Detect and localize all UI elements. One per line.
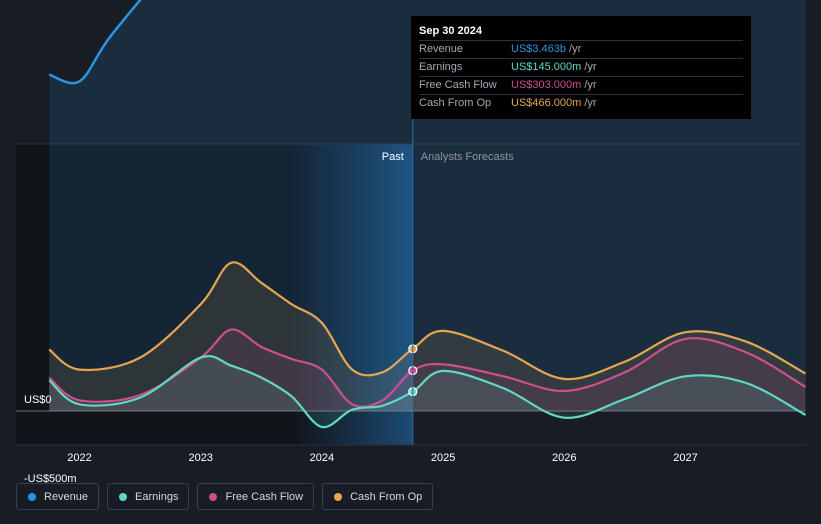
cash-from-op-line xyxy=(48,261,807,381)
tooltip-label: Cash From Op xyxy=(419,97,492,109)
tooltip-label: Earnings xyxy=(419,61,463,73)
tooltip-row-revenue: Revenue US$3.463b /yr xyxy=(419,40,743,58)
tooltip-unit: /yr xyxy=(569,43,582,55)
legend-dot-icon xyxy=(119,492,128,501)
tooltip-label: Revenue xyxy=(419,43,464,55)
tooltip-row-earnings: Earnings US$145.000m /yr xyxy=(419,58,743,76)
y-axis-label: US$0 xyxy=(24,394,52,406)
tooltip: Sep 30 2024 Revenue US$3.463b /yr Earnin… xyxy=(411,16,751,119)
tooltip-value: US$3.463b xyxy=(511,43,567,55)
tooltip-row-cash-from-op: Cash From Op US$466.000m /yr xyxy=(419,94,743,112)
tooltip-value: US$466.000m xyxy=(511,97,582,109)
earnings-line xyxy=(48,355,807,429)
highlight-band xyxy=(291,144,413,445)
tooltip-date: Sep 30 2024 xyxy=(419,25,482,37)
tooltip-label: Free Cash Flow xyxy=(419,79,497,91)
past-label: Past xyxy=(382,151,404,163)
free-cash-flow-area xyxy=(49,329,806,411)
forecast-label: Analysts Forecasts xyxy=(421,151,514,163)
earnings-area xyxy=(49,356,806,428)
x-tick-label: 2023 xyxy=(188,452,212,464)
legend-dot-icon xyxy=(334,492,343,501)
legend-item-earnings[interactable]: Earnings xyxy=(107,483,190,510)
legend: Revenue Earnings Free Cash Flow Cash Fro… xyxy=(16,483,434,510)
x-tick-label: 2022 xyxy=(67,452,91,464)
legend-item-cash-from-op[interactable]: Cash From Op xyxy=(322,483,434,510)
legend-label: Earnings xyxy=(135,490,179,503)
tooltip-unit: /yr xyxy=(584,97,597,109)
x-tick-label: 2024 xyxy=(310,452,334,464)
legend-dot-icon xyxy=(28,492,36,501)
tooltip-value: US$303.000m xyxy=(511,79,582,91)
legend-dot-icon xyxy=(209,492,218,501)
legend-item-revenue[interactable]: Revenue xyxy=(16,483,100,510)
x-tick-label: 2026 xyxy=(552,452,576,464)
x-tick-label: 2025 xyxy=(431,452,455,464)
tooltip-unit: /yr xyxy=(584,79,597,91)
legend-item-free-cash-flow[interactable]: Free Cash Flow xyxy=(197,483,315,510)
tooltip-value: US$145.000m xyxy=(511,61,582,73)
y-axis-label: -US$500m xyxy=(24,473,77,485)
legend-label: Cash From Op xyxy=(350,490,423,503)
x-tick-label: 2027 xyxy=(673,452,697,464)
legend-label: Revenue xyxy=(44,490,89,503)
tooltip-unit: /yr xyxy=(584,61,597,73)
legend-label: Free Cash Flow xyxy=(225,490,304,503)
tooltip-row-free-cash-flow: Free Cash Flow US$303.000m /yr xyxy=(419,76,743,94)
